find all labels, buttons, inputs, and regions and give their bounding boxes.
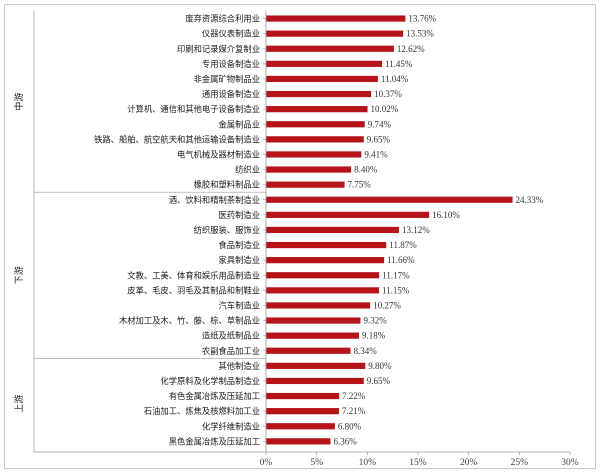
category-label: 纺织服装、服饰业 [194, 225, 260, 235]
bar [266, 136, 364, 143]
category-label: 印刷和记录媒介复制业 [177, 44, 260, 54]
category-label: 仪器仪表制造业 [202, 29, 260, 39]
bar [266, 106, 368, 113]
x-tick-label: 10% [359, 458, 377, 468]
bar [266, 332, 360, 339]
data-label: 8.40% [354, 165, 378, 175]
data-label: 24.33% [516, 195, 544, 205]
bar [266, 90, 372, 98]
data-label: 9.18% [362, 331, 386, 341]
data-label: 13.53% [406, 29, 434, 39]
x-tick-label: 0% [260, 458, 273, 468]
bar [266, 166, 352, 173]
group-label: 下游 [13, 266, 25, 284]
category-label: 废弃资源综合利用业 [185, 14, 260, 24]
data-label: 13.12% [402, 225, 430, 235]
category-label: 黑色金属冶炼及压延加工 [169, 436, 260, 446]
data-label: 9.32% [363, 316, 387, 326]
bar [266, 151, 362, 158]
bar [266, 30, 404, 37]
bar [266, 211, 430, 218]
data-label: 9.41% [364, 149, 388, 159]
category-label: 造纸及纸制品业 [202, 331, 260, 341]
bar [266, 257, 385, 264]
data-label: 6.80% [338, 421, 362, 431]
x-tick-label: 20% [460, 458, 478, 468]
bar [266, 408, 340, 415]
bar [266, 362, 366, 369]
category-label: 专用设备制造业 [202, 59, 260, 69]
bar [266, 15, 406, 22]
category-label: 纺织业 [235, 165, 260, 175]
category-label: 酒、饮料和精制茶制造业 [169, 195, 260, 205]
bar [266, 181, 345, 188]
data-label: 11.17% [382, 270, 410, 280]
category-label: 农副食品加工业 [202, 346, 260, 356]
bar [266, 60, 383, 67]
data-label: 16.10% [432, 210, 460, 220]
category-label: 有色金属冶炼及压延加工 [169, 391, 260, 401]
category-label: 通用设备制造业 [202, 89, 260, 99]
data-label: 6.36% [333, 436, 357, 446]
data-label: 9.65% [367, 376, 391, 386]
bar [266, 347, 351, 354]
category-label: 非金属矿物制品业 [194, 74, 260, 84]
category-label: 文教、工美、体育和娱乐用品制造业 [127, 270, 260, 280]
category-label: 电气机械及器材制造业 [177, 149, 260, 159]
category-label: 其他制造业 [219, 361, 261, 371]
bar [266, 287, 379, 294]
bar [266, 302, 371, 309]
data-label: 12.62% [397, 44, 425, 54]
data-label: 11.66% [387, 255, 415, 265]
group-label: 中游 [13, 93, 25, 111]
data-label: 11.45% [385, 59, 413, 69]
data-label: 10.02% [371, 104, 399, 114]
bar [266, 438, 331, 445]
data-label: 9.80% [368, 361, 392, 371]
category-label: 金属制品业 [219, 119, 261, 129]
data-label: 13.76% [408, 14, 436, 24]
category-label: 化学原料及化学制品制造业 [160, 376, 260, 386]
x-tick-label: 25% [511, 458, 529, 468]
bar [266, 226, 399, 234]
bar [266, 45, 394, 52]
bar [266, 241, 387, 249]
bar [266, 317, 361, 324]
data-label: 11.04% [381, 74, 409, 84]
x-tick-label: 5% [310, 458, 323, 468]
x-tick-label: 30% [561, 458, 579, 468]
category-label: 汽车制造业 [219, 300, 261, 310]
category-label: 家具制造业 [219, 255, 261, 265]
data-label: 10.27% [373, 300, 401, 310]
bar [266, 75, 378, 83]
x-tick-label: 15% [409, 458, 427, 468]
bar [266, 392, 340, 400]
data-label: 7.22% [342, 391, 366, 401]
bar [266, 272, 380, 279]
data-label: 10.37% [374, 89, 402, 99]
category-label: 铁路、船舶、航空航天和其他运输设备制造业 [94, 134, 260, 144]
data-label: 11.87% [389, 240, 417, 250]
category-label: 化学纤维制造业 [202, 421, 260, 431]
data-label: 7.75% [348, 180, 372, 190]
data-label: 11.15% [382, 285, 410, 295]
bar [266, 196, 513, 203]
data-label: 9.74% [368, 119, 392, 129]
data-label: 9.65% [367, 134, 391, 144]
category-label: 橡胶和塑料制品业 [194, 180, 260, 190]
group-label: 上游 [13, 395, 25, 413]
category-label: 皮革、毛皮、羽毛及其制品和制鞋业 [127, 285, 260, 295]
bar [266, 121, 365, 128]
bar [266, 423, 335, 430]
data-label: 7.21% [342, 406, 366, 416]
bar [266, 377, 364, 385]
data-label: 8.34% [354, 346, 378, 356]
category-label: 食品制造业 [219, 240, 261, 250]
category-label: 医药制造业 [219, 210, 261, 220]
category-label: 计算机、通信和其他电子设备制造业 [127, 104, 260, 114]
category-label: 石油加工、炼焦及核燃料加工业 [144, 406, 260, 416]
category-label: 木材加工及木、竹、藤、棕、草制品业 [119, 316, 260, 326]
